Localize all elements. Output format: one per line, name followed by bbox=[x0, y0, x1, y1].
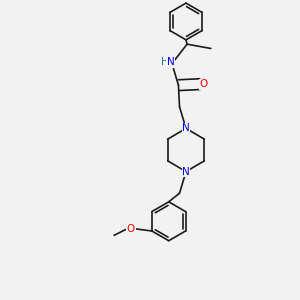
Text: O: O bbox=[127, 224, 135, 234]
Text: N: N bbox=[182, 167, 190, 177]
Text: H: H bbox=[161, 57, 168, 67]
Text: N: N bbox=[167, 57, 175, 67]
Text: N: N bbox=[182, 123, 190, 134]
Text: O: O bbox=[200, 79, 208, 89]
